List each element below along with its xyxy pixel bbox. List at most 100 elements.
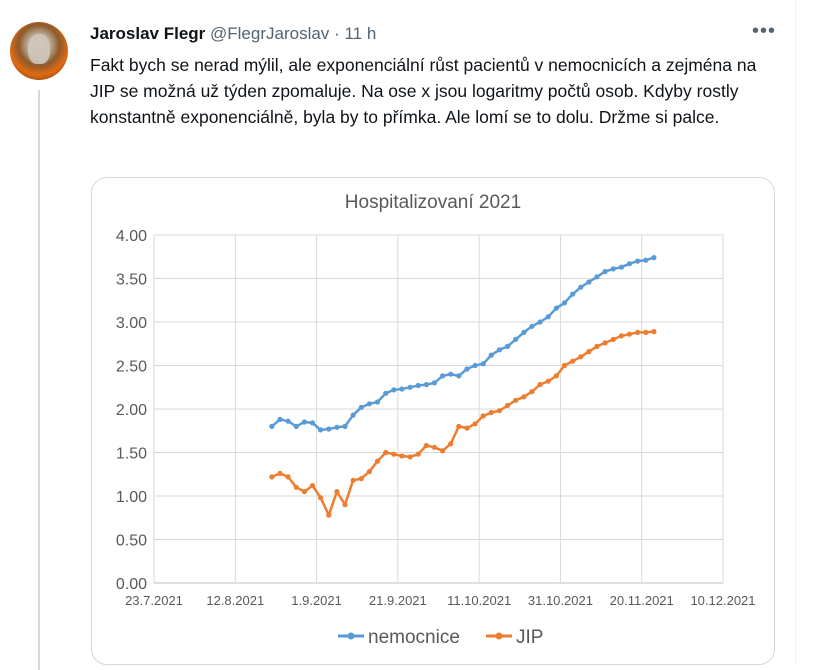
data-point-JIP <box>578 354 584 360</box>
data-point-nemocnice <box>326 426 332 432</box>
data-point-JIP <box>448 441 454 447</box>
data-point-nemocnice <box>618 264 625 270</box>
data-point-nemocnice <box>480 361 486 367</box>
more-options-icon[interactable]: ••• <box>752 20 777 42</box>
plot-area <box>269 255 657 518</box>
data-point-nemocnice <box>521 329 527 335</box>
data-point-nemocnice <box>553 305 559 311</box>
data-point-nemocnice <box>407 384 413 390</box>
data-point-JIP <box>553 373 559 379</box>
data-point-nemocnice <box>626 261 633 267</box>
data-point-nemocnice <box>423 382 429 388</box>
data-point-nemocnice <box>602 268 608 275</box>
data-point-JIP <box>513 397 519 403</box>
data-point-JIP <box>285 474 291 480</box>
data-point-JIP <box>456 423 462 429</box>
legend-marker-nemocnice <box>347 632 355 640</box>
x-tick-label: 20.11.2021 <box>610 593 674 608</box>
data-point-JIP <box>529 389 535 395</box>
avatar[interactable] <box>10 22 68 80</box>
data-point-nemocnice <box>635 258 641 264</box>
y-tick-label: 0.00 <box>116 576 147 593</box>
x-tick-label: 1.9.2021 <box>291 593 342 608</box>
tweet-header: Jaroslav Flegr @FlegrJaroslav · 11 h <box>90 24 376 44</box>
data-point-JIP <box>521 394 527 400</box>
data-point-nemocnice <box>431 380 437 386</box>
x-tick-label: 11.10.2021 <box>447 593 511 608</box>
avatar-face <box>28 34 50 64</box>
data-point-nemocnice <box>383 390 389 396</box>
data-point-nemocnice <box>318 427 324 433</box>
data-point-nemocnice <box>610 266 616 272</box>
x-tick-label: 23.7.2021 <box>125 593 183 608</box>
tweet-timestamp[interactable]: 11 h <box>344 24 377 43</box>
chart-title: Hospitalizovaní 2021 <box>345 192 521 213</box>
data-point-nemocnice <box>545 314 551 320</box>
legend-label-nemocnice: nemocnice <box>368 627 460 648</box>
data-point-nemocnice <box>496 347 503 353</box>
data-point-JIP <box>594 343 600 349</box>
data-point-JIP <box>488 409 494 416</box>
author-handle[interactable]: @FlegrJaroslav <box>210 24 330 43</box>
data-point-JIP <box>561 362 568 369</box>
data-point-JIP <box>366 469 372 475</box>
data-point-nemocnice <box>301 419 307 425</box>
data-point-JIP <box>350 477 356 483</box>
data-point-nemocnice <box>488 352 494 358</box>
data-point-nemocnice <box>651 255 657 261</box>
data-point-nemocnice <box>440 373 446 379</box>
data-point-nemocnice <box>578 284 584 290</box>
data-point-JIP <box>293 484 299 490</box>
data-point-nemocnice <box>366 401 372 407</box>
data-point-JIP <box>407 454 413 460</box>
data-point-nemocnice <box>374 399 381 405</box>
y-axis-ticks: 0.00 0.50 1.00 1.50 2.00 2.50 3.00 3.50 4.00 <box>116 228 147 593</box>
data-point-JIP <box>472 421 478 427</box>
data-point-nemocnice <box>529 323 535 329</box>
x-tick-label: 12.8.2021 <box>206 593 264 608</box>
data-point-nemocnice <box>358 404 364 410</box>
header-separator: · <box>334 24 340 43</box>
data-point-JIP <box>602 340 608 346</box>
tweet-media-chart[interactable]: Hospitalizovaní 2021 0.00 0.50 1.00 1.50 2.0… <box>91 177 775 665</box>
data-point-JIP <box>342 502 348 508</box>
data-point-nemocnice <box>334 424 340 430</box>
y-tick-label: 1.50 <box>116 446 147 463</box>
data-point-nemocnice <box>464 366 470 372</box>
y-tick-label: 0.50 <box>116 533 147 550</box>
legend-label-JIP: JIP <box>516 627 543 648</box>
data-point-nemocnice <box>448 371 454 377</box>
data-point-nemocnice <box>643 257 649 263</box>
data-point-nemocnice <box>415 382 421 389</box>
series-line-JIP <box>271 330 655 517</box>
data-point-nemocnice <box>285 418 291 424</box>
y-tick-label: 2.50 <box>116 359 147 376</box>
data-point-JIP <box>269 474 275 480</box>
data-point-JIP <box>586 349 592 355</box>
x-tick-label: 21.9.2021 <box>369 593 427 608</box>
data-point-JIP <box>618 333 625 339</box>
data-point-nemocnice <box>570 291 576 297</box>
author-name[interactable]: Jaroslav Flegr <box>90 24 206 43</box>
data-point-JIP <box>464 425 470 431</box>
data-point-JIP <box>358 476 364 482</box>
chart-legend: nemocnice JIP <box>338 627 543 648</box>
data-point-nemocnice <box>472 362 478 369</box>
data-point-JIP <box>537 382 543 388</box>
data-point-JIP <box>545 378 551 384</box>
data-point-nemocnice <box>391 387 397 393</box>
data-point-JIP <box>334 489 340 495</box>
data-point-JIP <box>496 408 503 414</box>
y-tick-label: 4.00 <box>116 228 147 245</box>
data-point-JIP <box>374 458 381 464</box>
data-point-JIP <box>610 336 616 342</box>
data-point-JIP <box>480 413 486 419</box>
data-point-nemocnice <box>505 343 511 349</box>
data-point-nemocnice <box>309 420 316 426</box>
data-point-JIP <box>383 449 389 456</box>
data-point-JIP <box>318 495 324 501</box>
data-point-JIP <box>423 442 429 449</box>
data-point-JIP <box>505 402 511 409</box>
series-line-nemocnice <box>271 256 655 432</box>
data-point-JIP <box>309 483 316 489</box>
